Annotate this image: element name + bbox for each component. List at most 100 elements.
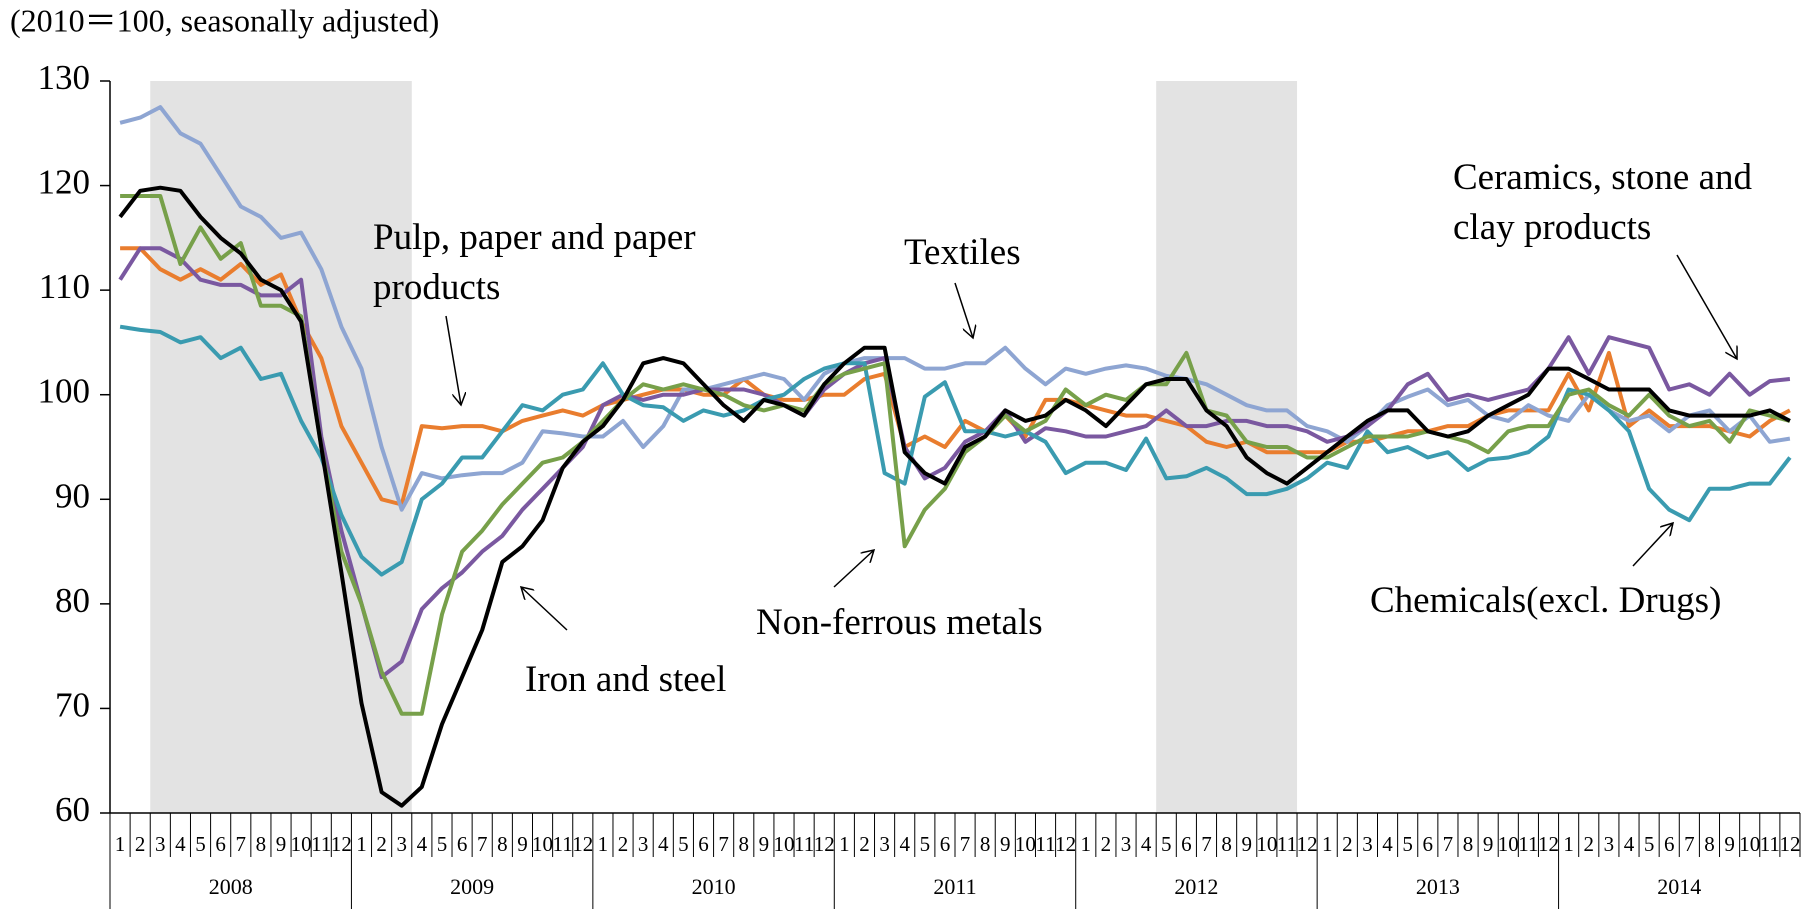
x-tick-label: 2 — [618, 832, 629, 856]
x-tick-label: 6 — [215, 832, 226, 856]
x-tick-label: 5 — [920, 832, 931, 856]
x-tick-label: 12 — [1297, 832, 1318, 856]
x-tick-label: 8 — [739, 832, 750, 856]
y-tick-label: 60 — [55, 790, 90, 829]
year-label: 2010 — [692, 874, 736, 899]
x-tick-label: 9 — [517, 832, 528, 856]
x-tick-label: 4 — [1624, 832, 1635, 856]
x-tick-label: 2 — [1342, 832, 1353, 856]
label-arrow — [1632, 523, 1673, 567]
year-label: 2013 — [1416, 874, 1460, 899]
x-tick-label: 8 — [1463, 832, 1474, 856]
x-tick-label: 5 — [437, 832, 448, 856]
x-tick-label: 11 — [1518, 832, 1538, 856]
x-tick-label: 7 — [1684, 832, 1695, 856]
x-tick-label: 11 — [1277, 832, 1297, 856]
x-tick-label: 12 — [1779, 832, 1800, 856]
x-tick-label: 4 — [417, 832, 428, 856]
x-tick-label: 8 — [256, 832, 267, 856]
year-label: 2014 — [1657, 874, 1701, 899]
y-tick-label: 70 — [55, 685, 90, 724]
x-tick-label: 11 — [794, 832, 814, 856]
x-tick-label: 5 — [678, 832, 689, 856]
x-tick-label: 7 — [1443, 832, 1454, 856]
x-tick-label: 6 — [1664, 832, 1675, 856]
x-tick-label: 10 — [1015, 832, 1036, 856]
chart-title: (2010＝100, seasonally adjusted) — [10, 2, 439, 38]
x-tick-label: 6 — [940, 832, 951, 856]
x-tick-label: 4 — [899, 832, 910, 856]
x-tick-label: 12 — [1538, 832, 1559, 856]
y-tick-label: 120 — [38, 163, 91, 202]
x-tick-label: 5 — [1402, 832, 1413, 856]
x-tick-label: 3 — [1362, 832, 1373, 856]
x-tick-label: 7 — [960, 832, 971, 856]
x-tick-label: 7 — [718, 832, 729, 856]
x-tick-label: 3 — [396, 832, 407, 856]
y-tick-label: 90 — [55, 476, 90, 515]
x-tick-label: 6 — [457, 832, 468, 856]
x-tick-label: 5 — [195, 832, 206, 856]
x-tick-label: 8 — [1704, 832, 1715, 856]
x-tick-label: 9 — [276, 832, 287, 856]
x-tick-label: 8 — [980, 832, 991, 856]
x-tick-label: 8 — [1221, 832, 1232, 856]
y-tick-label: 110 — [39, 267, 90, 306]
x-tick-label: 2 — [1101, 832, 1112, 856]
x-tick-label: 10 — [1739, 832, 1760, 856]
x-tick-label: 3 — [155, 832, 166, 856]
x-tick-label: 2 — [376, 832, 387, 856]
x-tick-label: 3 — [1121, 832, 1132, 856]
x-tick-label: 1 — [1081, 832, 1092, 856]
x-tick-label: 10 — [1498, 832, 1519, 856]
x-tick-label: 12 — [572, 832, 593, 856]
x-tick-label: 10 — [773, 832, 794, 856]
x-tick-label: 4 — [175, 832, 186, 856]
x-tick-label: 1 — [115, 832, 126, 856]
series-label: Chemicals(excl. Drugs) — [1370, 580, 1722, 621]
x-tick-label: 11 — [553, 832, 573, 856]
series-line — [118, 185, 1791, 808]
x-tick-label: 1 — [839, 832, 850, 856]
x-tick-label: 2 — [859, 832, 870, 856]
label-arrow — [833, 550, 874, 588]
x-tick-label: 10 — [291, 832, 312, 856]
series-line — [120, 194, 1791, 716]
x-tick-label: 4 — [1382, 832, 1393, 856]
y-tick-label: 80 — [55, 581, 90, 620]
x-tick-label: 8 — [497, 832, 508, 856]
x-tick-label: 9 — [1724, 832, 1735, 856]
x-tick-label: 11 — [311, 832, 331, 856]
x-tick-label: 12 — [814, 832, 835, 856]
x-tick-label: 6 — [1181, 832, 1192, 856]
x-tick-label: 4 — [1141, 832, 1152, 856]
y-tick-label: 130 — [38, 58, 91, 97]
x-tick-label: 1 — [598, 832, 609, 856]
x-tick-label: 10 — [532, 832, 553, 856]
y-tick-label: 100 — [38, 372, 91, 411]
x-tick-label: 10 — [1256, 832, 1277, 856]
x-tick-label: 11 — [1760, 832, 1780, 856]
x-tick-label: 9 — [1483, 832, 1494, 856]
x-tick-label: 3 — [879, 832, 890, 856]
x-tick-label: 7 — [236, 832, 247, 856]
x-tick-label: 6 — [698, 832, 709, 856]
x-tick-label: 9 — [759, 832, 770, 856]
series-label: Ceramics, stone and clay products — [1453, 157, 1752, 248]
label-arrow — [521, 587, 568, 631]
series-line — [118, 246, 1791, 680]
year-label: 2011 — [933, 874, 976, 899]
x-tick-label: 12 — [1055, 832, 1076, 856]
x-tick-label: 2 — [1584, 832, 1595, 856]
series-label: Textiles — [904, 232, 1021, 273]
label-arrow — [1676, 254, 1737, 359]
series-line — [119, 324, 1792, 577]
x-tick-label: 7 — [477, 832, 488, 856]
x-tick-label: 5 — [1644, 832, 1655, 856]
x-tick-label: 11 — [1035, 832, 1055, 856]
x-tick-label: 6 — [1423, 832, 1434, 856]
series-label: Pulp, paper and paper products — [373, 217, 696, 308]
series-line — [119, 105, 1791, 512]
